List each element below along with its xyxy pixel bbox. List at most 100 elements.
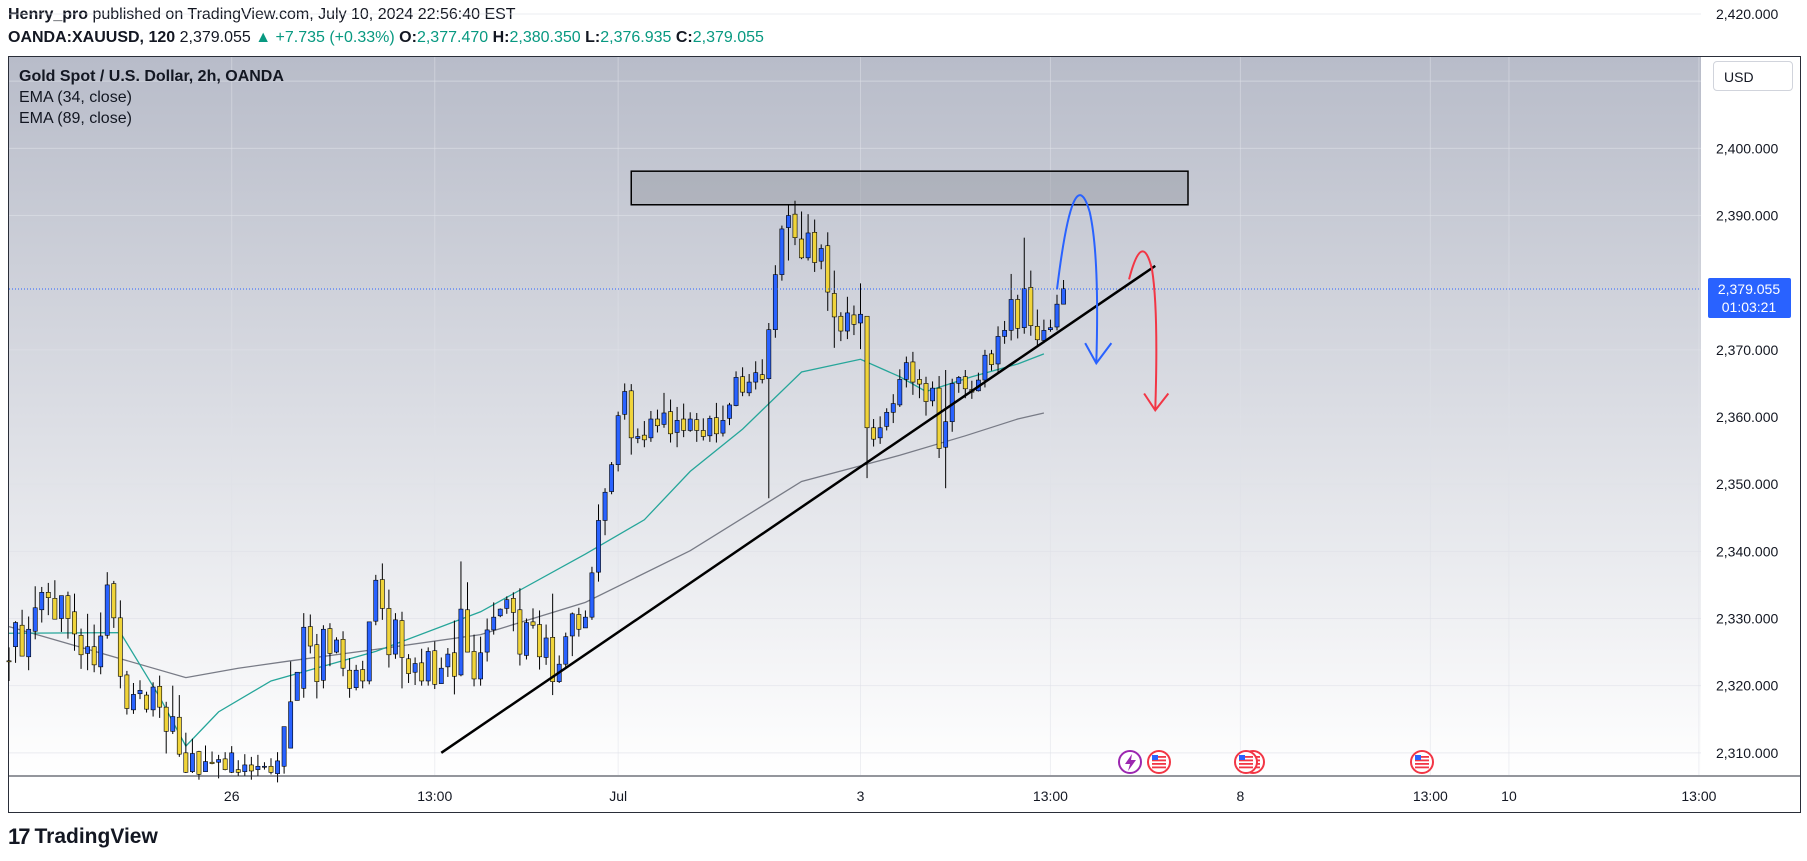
candle — [524, 618, 529, 660]
legend-ema89[interactable]: EMA (89, close) — [19, 110, 132, 127]
candle-body — [1008, 299, 1014, 331]
candle-body — [222, 758, 228, 770]
candle-body — [451, 652, 457, 677]
candle-body — [681, 418, 687, 431]
blue-arrow — [1056, 194, 1099, 364]
candle-body — [1002, 330, 1007, 337]
candle — [956, 376, 962, 393]
candle — [242, 754, 248, 776]
candle-body — [85, 646, 90, 654]
candle — [995, 326, 1001, 373]
candle — [176, 695, 182, 757]
candle — [1061, 279, 1066, 305]
close-value: 2,379.055 — [692, 29, 764, 46]
candle-body — [281, 726, 287, 767]
candle — [32, 586, 38, 640]
candle — [1054, 294, 1060, 331]
candle — [301, 613, 307, 698]
candle — [674, 406, 680, 448]
y-tick-label: 2,390.000 — [1716, 208, 1778, 224]
flag-canton — [1152, 755, 1158, 760]
candle — [805, 214, 811, 261]
candle — [563, 632, 569, 668]
blue-arrow-head — [1084, 342, 1113, 366]
candle-body — [740, 376, 745, 393]
candle — [818, 244, 824, 270]
candle-body — [779, 228, 785, 275]
price-tag-countdown: 01:03:21 — [1722, 299, 1777, 315]
candle — [137, 680, 143, 700]
candle-body — [1054, 303, 1060, 328]
flag-stripe — [1415, 766, 1429, 769]
candle-body — [628, 390, 634, 439]
candle-body — [137, 690, 143, 695]
candle-body — [917, 379, 922, 385]
candle-body — [759, 374, 765, 380]
candle — [759, 359, 765, 384]
candle — [504, 596, 510, 614]
candle-body — [674, 420, 680, 433]
candle-body — [930, 387, 935, 402]
candle — [687, 412, 693, 432]
lightning-event-icon — [1118, 750, 1142, 774]
candle-body — [746, 381, 752, 394]
candle — [497, 608, 503, 618]
candle — [530, 608, 536, 629]
chart-panel[interactable] — [8, 56, 1801, 813]
candle — [694, 412, 700, 442]
candle-body — [327, 628, 333, 654]
candle — [602, 488, 608, 536]
candle-body — [1041, 330, 1047, 341]
candle — [930, 381, 935, 407]
candle — [825, 232, 831, 311]
candle-body — [713, 417, 719, 435]
candle — [844, 296, 850, 340]
legend-ema34[interactable]: EMA (34, close) — [19, 89, 132, 106]
candle-body — [910, 361, 916, 383]
candle — [471, 634, 477, 687]
low-label: L: — [585, 29, 601, 46]
candle — [641, 421, 647, 448]
candle — [235, 760, 241, 777]
candle — [379, 563, 385, 620]
y-tick-label: 2,320.000 — [1716, 678, 1778, 694]
candle-body — [471, 651, 477, 680]
candle — [576, 607, 582, 637]
candle — [190, 738, 195, 773]
candle — [510, 592, 516, 632]
y-tick-label: 2,310.000 — [1716, 745, 1778, 761]
candle-body — [268, 765, 274, 773]
y-tick-label: 2,400.000 — [1716, 140, 1778, 156]
candle — [131, 682, 136, 714]
candle-body — [163, 706, 169, 732]
candle — [661, 392, 667, 428]
candle-body — [497, 608, 503, 617]
candle — [183, 732, 189, 773]
legend-title[interactable]: Gold Spot / U.S. Dollar, 2h, OANDA — [19, 68, 284, 85]
candle-body — [419, 662, 425, 682]
candle-body — [229, 752, 235, 773]
candle-body — [622, 391, 628, 415]
candle — [314, 633, 320, 699]
candle — [144, 691, 149, 713]
candle — [347, 658, 352, 698]
candle-body — [537, 624, 542, 658]
candle-body — [615, 415, 621, 465]
candle — [458, 561, 464, 677]
candle — [786, 204, 791, 261]
candle-body — [307, 626, 313, 647]
tradingview-logo[interactable]: 17 TradingView — [8, 824, 158, 850]
y-tick-label: 2,370.000 — [1716, 342, 1778, 358]
candle — [465, 582, 470, 653]
candle — [831, 270, 837, 348]
candle — [917, 369, 922, 399]
x-tick-label: 10 — [1501, 788, 1517, 804]
currency-button[interactable]: USD — [1713, 61, 1793, 91]
candle-body — [379, 579, 385, 609]
candle — [399, 611, 405, 689]
candle — [340, 631, 346, 677]
candle-body — [72, 611, 77, 635]
candle — [713, 402, 719, 443]
candle — [163, 701, 169, 754]
